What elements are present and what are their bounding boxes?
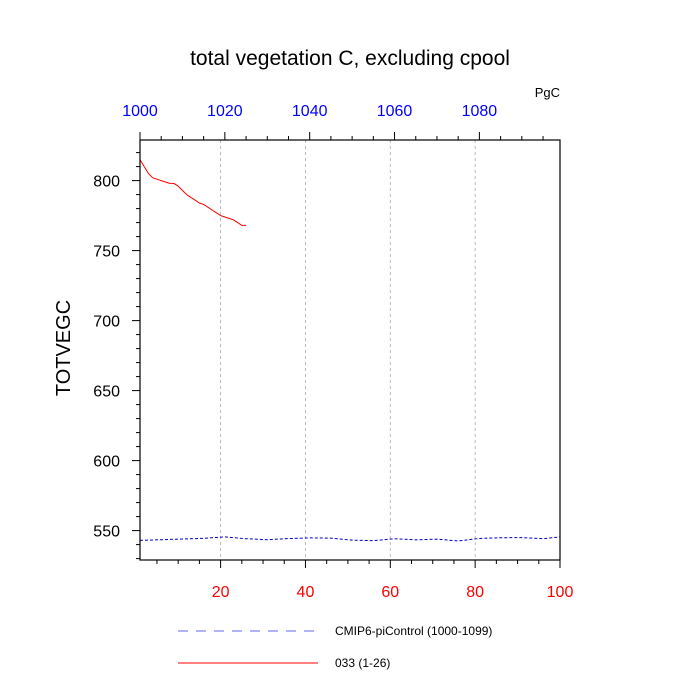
y-tick-label: 700 bbox=[93, 314, 120, 331]
x-top-tick-label: 1020 bbox=[207, 103, 243, 120]
grid bbox=[220, 140, 476, 560]
x-top-tick-label: 1040 bbox=[292, 103, 328, 120]
x-top-tick-label: 1080 bbox=[462, 103, 498, 120]
plot-frame bbox=[139, 139, 561, 561]
x-bottom-tick-label: 80 bbox=[466, 584, 484, 601]
x-bottom-tick-label: 60 bbox=[381, 584, 399, 601]
x-top-tick-label: 1000 bbox=[122, 103, 158, 120]
x-bottom-tick-label: 40 bbox=[297, 584, 315, 601]
chart-title: total vegetation C, excluding cpool bbox=[190, 47, 510, 70]
legend-label-033: 033 (1-26) bbox=[335, 656, 390, 670]
x-top-tick-label: 1060 bbox=[377, 103, 413, 120]
ticks bbox=[132, 132, 561, 568]
units-label: PgC bbox=[535, 85, 560, 100]
legend-label-picontrol: CMIP6-piControl (1000-1099) bbox=[335, 624, 492, 638]
series-layer bbox=[139, 159, 561, 542]
y-tick-label: 750 bbox=[93, 244, 120, 261]
y-tick-label: 650 bbox=[93, 384, 120, 401]
series-line-1 bbox=[139, 159, 247, 226]
y-tick-label: 550 bbox=[93, 524, 120, 541]
y-axis-label: TOTVEGC bbox=[53, 300, 75, 396]
x-bottom-tick-label: 100 bbox=[547, 584, 574, 601]
legend: CMIP6-piControl (1000-1099) 033 (1-26) bbox=[178, 624, 492, 670]
y-tick-label: 600 bbox=[93, 454, 120, 471]
x-bottom-tick-label: 20 bbox=[212, 584, 230, 601]
tick-labels: 20 40 60 80 100 1000 1020 1040 1060 1080 550 600 650… bbox=[93, 103, 573, 601]
series-line-0 bbox=[139, 536, 561, 542]
y-tick-label: 800 bbox=[93, 174, 120, 191]
